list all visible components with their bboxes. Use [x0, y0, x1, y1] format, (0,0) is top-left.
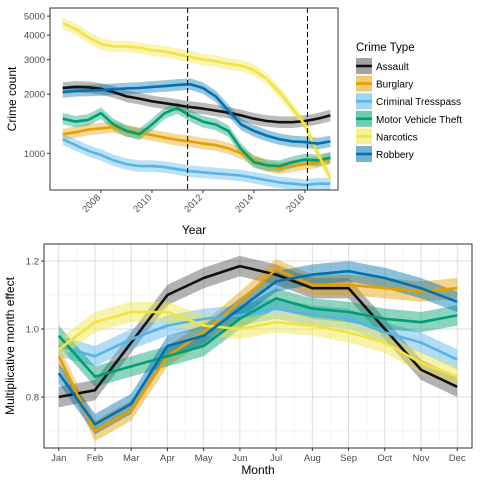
- x-tick-label-jun: Jun: [232, 453, 247, 464]
- band-narcotics: [62, 17, 331, 184]
- y-tick-label: 1000: [24, 149, 45, 160]
- legend-label-motor-vehicle-theft: Motor Vehicle Theft: [376, 115, 462, 126]
- band-criminal-tresspass: [62, 133, 331, 191]
- x-tick-label: 2010: [131, 192, 154, 215]
- series-line-assault: [58, 264, 458, 399]
- legend-label-robbery: Robbery: [376, 150, 414, 161]
- y-axis-title: Crime count: [5, 66, 19, 131]
- y-tick-label: 2000: [24, 90, 45, 101]
- x-axis-title: Year: [182, 223, 206, 237]
- series-line-robbery: [57, 269, 458, 426]
- y-tick-label: 1.2: [26, 257, 39, 268]
- y-tick-label: 3000: [24, 55, 45, 66]
- x-tick-label-jul: Jul: [270, 453, 282, 464]
- x-tick-label-feb: Feb: [87, 453, 103, 464]
- x-tick-label-mar: Mar: [123, 453, 139, 464]
- series-line-burglary: [57, 268, 458, 433]
- x-tick-label-oct: Oct: [377, 453, 392, 464]
- x-tick-label: 2008: [80, 192, 103, 215]
- monthly-effect-chart: 0.8 1.0 1.2 Jan Feb Mar Apr May Jun Jul Aug Sep Oct N…: [3, 243, 473, 477]
- series-line-narcotics: [58, 310, 458, 378]
- series-line-criminal-tresspass: [62, 138, 331, 187]
- plot-frame: [49, 7, 339, 191]
- series-line-criminal-tresspass: [58, 307, 458, 361]
- x-tick-label-apr: Apr: [160, 453, 175, 464]
- x-tick-label: 2016: [284, 192, 307, 215]
- y-axis-title: Multiplicative month effect: [3, 276, 17, 415]
- x-tick-label-nov: Nov: [413, 453, 430, 464]
- x-tick-label: 2014: [233, 192, 256, 215]
- band-robbery: [62, 78, 331, 150]
- x-tick-label-dec: Dec: [449, 453, 466, 464]
- x-tick-label-jan: Jan: [51, 453, 66, 464]
- legend-title: Crime Type: [356, 42, 415, 54]
- band-burglary: [62, 121, 331, 174]
- series-line-motor-vehicle-theft: [62, 106, 331, 168]
- plot-frame: [43, 243, 473, 449]
- y-tick-label: 4000: [24, 31, 45, 42]
- band-assault: [62, 81, 331, 128]
- band-criminal-tresspass: [58, 298, 458, 370]
- series-line-robbery: [62, 82, 331, 145]
- y-tick-label: 5000: [24, 12, 45, 23]
- legend-label-assault: Assault: [376, 62, 409, 73]
- legend-label-criminal-tresspass: Criminal Tresspass: [376, 97, 461, 108]
- series-line-burglary: [62, 125, 331, 170]
- x-tick-label-sep: Sep: [340, 453, 357, 464]
- yearly-trend-chart: 1000 2000 3000 4000 5000 2008 2010 2012 2014 2016…: [5, 7, 339, 237]
- legend-label-burglary: Burglary: [376, 80, 413, 91]
- band-narcotics: [58, 301, 458, 387]
- legend: Crime Type Assault Burglary Criminal Tressp…: [356, 42, 462, 162]
- band-assault: [58, 255, 458, 408]
- legend-label-narcotics: Narcotics: [376, 132, 418, 143]
- x-axis-title: Month: [241, 463, 274, 477]
- series-line-narcotics: [62, 22, 332, 179]
- y-tick-label: 0.8: [26, 393, 39, 404]
- series-line-motor-vehicle-theft: [57, 297, 458, 378]
- y-tick-label: 1.0: [26, 325, 39, 336]
- x-tick-label: 2012: [182, 192, 205, 215]
- x-tick-label-aug: Aug: [304, 453, 321, 464]
- x-tick-label-may: May: [195, 453, 213, 464]
